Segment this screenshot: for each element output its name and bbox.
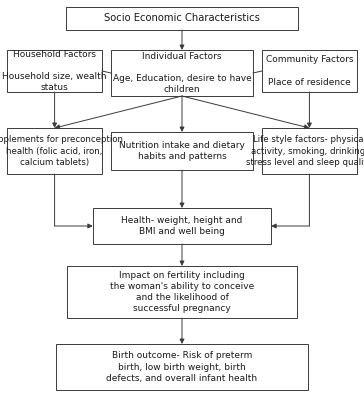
Text: Community Factors

Place of residence: Community Factors Place of residence bbox=[266, 55, 353, 87]
Text: Nutrition intake and dietary
habits and patterns: Nutrition intake and dietary habits and … bbox=[119, 141, 245, 161]
FancyBboxPatch shape bbox=[7, 128, 102, 174]
FancyBboxPatch shape bbox=[93, 208, 271, 244]
Text: Impact on fertility including
the woman's ability to conceive
and the likelihood: Impact on fertility including the woman'… bbox=[110, 271, 254, 313]
FancyBboxPatch shape bbox=[66, 7, 298, 30]
FancyBboxPatch shape bbox=[67, 266, 297, 318]
Text: Household Factors

Household size, wealth
status: Household Factors Household size, wealth… bbox=[2, 50, 107, 92]
FancyBboxPatch shape bbox=[111, 50, 253, 96]
Text: Individual Factors

Age, Education, desire to have
children: Individual Factors Age, Education, desir… bbox=[112, 52, 252, 94]
FancyBboxPatch shape bbox=[262, 128, 357, 174]
Text: Birth outcome- Risk of preterm
birth, low birth weight, birth
defects, and overa: Birth outcome- Risk of preterm birth, lo… bbox=[106, 351, 258, 382]
Text: Socio Economic Characteristics: Socio Economic Characteristics bbox=[104, 13, 260, 23]
FancyBboxPatch shape bbox=[262, 50, 357, 92]
Text: Supplements for preconception
health (folic acid, iron,
calcium tablets): Supplements for preconception health (fo… bbox=[0, 135, 123, 167]
Text: Life style factors- physical
activity, smoking, drinking,
stress level and sleep: Life style factors- physical activity, s… bbox=[246, 135, 364, 167]
FancyBboxPatch shape bbox=[7, 50, 102, 92]
FancyBboxPatch shape bbox=[111, 132, 253, 170]
FancyBboxPatch shape bbox=[56, 344, 308, 390]
Text: Health- weight, height and
BMI and well being: Health- weight, height and BMI and well … bbox=[121, 216, 243, 236]
